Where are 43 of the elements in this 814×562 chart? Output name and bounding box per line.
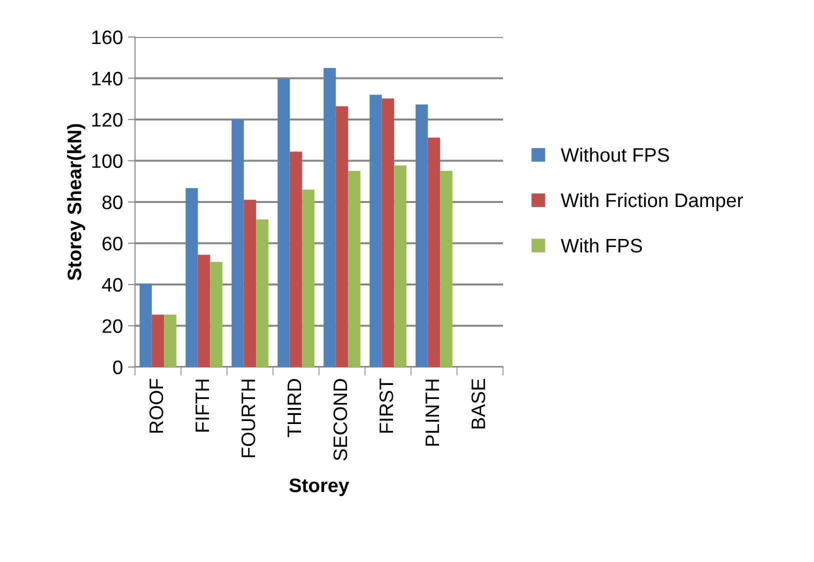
x-tick-label: SECOND — [333, 379, 348, 460]
bar — [348, 170, 360, 367]
y-tick-label: 40 — [102, 278, 122, 292]
y-axis-title: Storey Shear(kN) — [67, 124, 86, 280]
bar — [152, 314, 164, 367]
y-tick-label: 0 — [113, 360, 122, 374]
y-tick-label: 80 — [102, 195, 122, 210]
bar — [290, 152, 302, 367]
x-axis-title: Storey — [289, 478, 350, 496]
x-tick-label: ROOF — [149, 378, 164, 433]
bar — [416, 104, 428, 367]
bar — [336, 106, 348, 367]
y-tick-label: 60 — [102, 236, 122, 250]
bar — [244, 200, 256, 367]
x-tick-label: PLINTH — [426, 380, 440, 446]
x-tick-label: FIRST — [379, 378, 394, 433]
bar — [370, 94, 382, 367]
bar — [164, 314, 176, 367]
bar — [382, 98, 394, 367]
bar — [186, 188, 198, 367]
bar — [428, 138, 440, 367]
x-tick-label: BASE — [471, 378, 486, 428]
legend-label: With Friction Damper — [560, 192, 743, 212]
bar — [140, 283, 152, 367]
y-tick-label: 120 — [92, 112, 122, 127]
x-tick-label: FIFTH — [196, 380, 210, 432]
bar — [440, 170, 452, 367]
bar — [394, 165, 406, 367]
bar — [198, 254, 210, 367]
x-tick-label: THIRD — [288, 379, 302, 438]
legend-label: With FPS — [560, 238, 642, 253]
bar — [302, 190, 314, 367]
bar — [210, 262, 222, 367]
bar — [232, 120, 244, 367]
bar — [256, 219, 268, 367]
y-tick-label: 140 — [92, 72, 122, 86]
x-tick-label: FOURTH — [241, 380, 256, 458]
y-tick-label: 20 — [102, 319, 122, 333]
bar — [324, 68, 336, 367]
y-tick-label: 100 — [92, 154, 122, 168]
legend-label: Without FPS — [560, 148, 669, 162]
bar — [278, 78, 290, 367]
y-tick-label: 160 — [92, 30, 122, 44]
